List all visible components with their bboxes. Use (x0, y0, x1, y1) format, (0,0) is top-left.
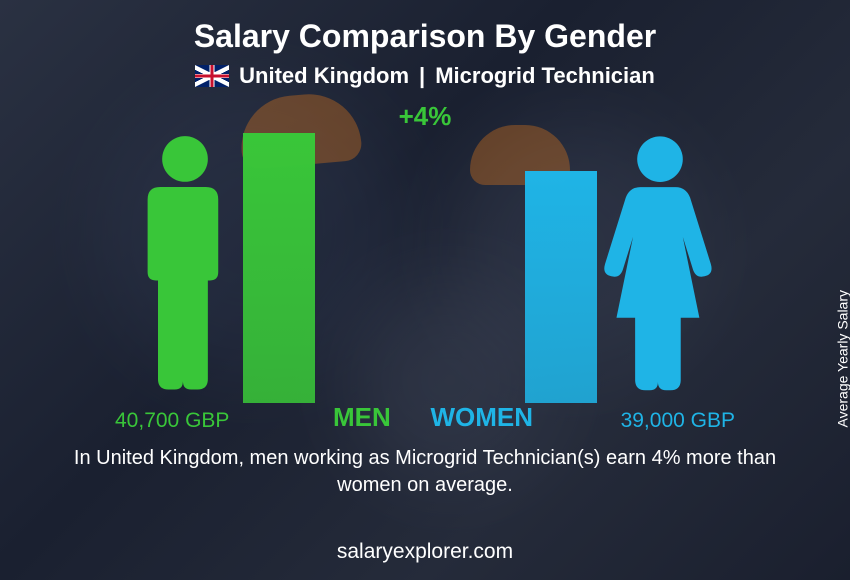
women-group (519, 133, 717, 403)
subtitle-row: United Kingdom | Microgrid Technician (195, 63, 655, 89)
men-salary-label: 40,700 GBP (115, 409, 229, 433)
subtitle-separator: | (419, 63, 425, 89)
uk-flag-icon (195, 65, 229, 87)
subtitle-country: United Kingdom (239, 63, 409, 89)
woman-figure-icon (603, 133, 717, 403)
women-gender-label: WOMEN (430, 402, 533, 433)
y-axis-label: Average Yearly Salary (834, 290, 850, 428)
page-title: Salary Comparison By Gender (194, 18, 656, 55)
men-gender-label: MEN (333, 402, 391, 433)
chart-area: +4% 40,700 GBP MEN WOMEN 39,000 GBP (75, 101, 775, 441)
summary-text: In United Kingdom, men working as Microg… (55, 445, 795, 499)
difference-label: +4% (399, 101, 452, 132)
footer-source: salaryexplorer.com (0, 540, 850, 564)
men-group (133, 133, 321, 403)
subtitle-job: Microgrid Technician (435, 63, 655, 89)
women-salary-label: 39,000 GBP (621, 409, 735, 433)
women-bar (525, 171, 597, 403)
men-bar (243, 133, 315, 403)
man-figure-icon (133, 133, 237, 403)
infographic-content: Salary Comparison By Gender United Kingd… (0, 0, 850, 580)
